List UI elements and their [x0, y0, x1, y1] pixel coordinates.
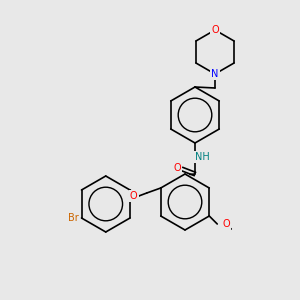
Text: O: O [222, 219, 230, 229]
Text: O: O [130, 191, 138, 201]
Text: Br: Br [68, 213, 79, 223]
Text: NH: NH [195, 152, 209, 162]
Text: O: O [211, 25, 219, 35]
Text: N: N [211, 69, 219, 79]
Text: O: O [173, 163, 181, 173]
